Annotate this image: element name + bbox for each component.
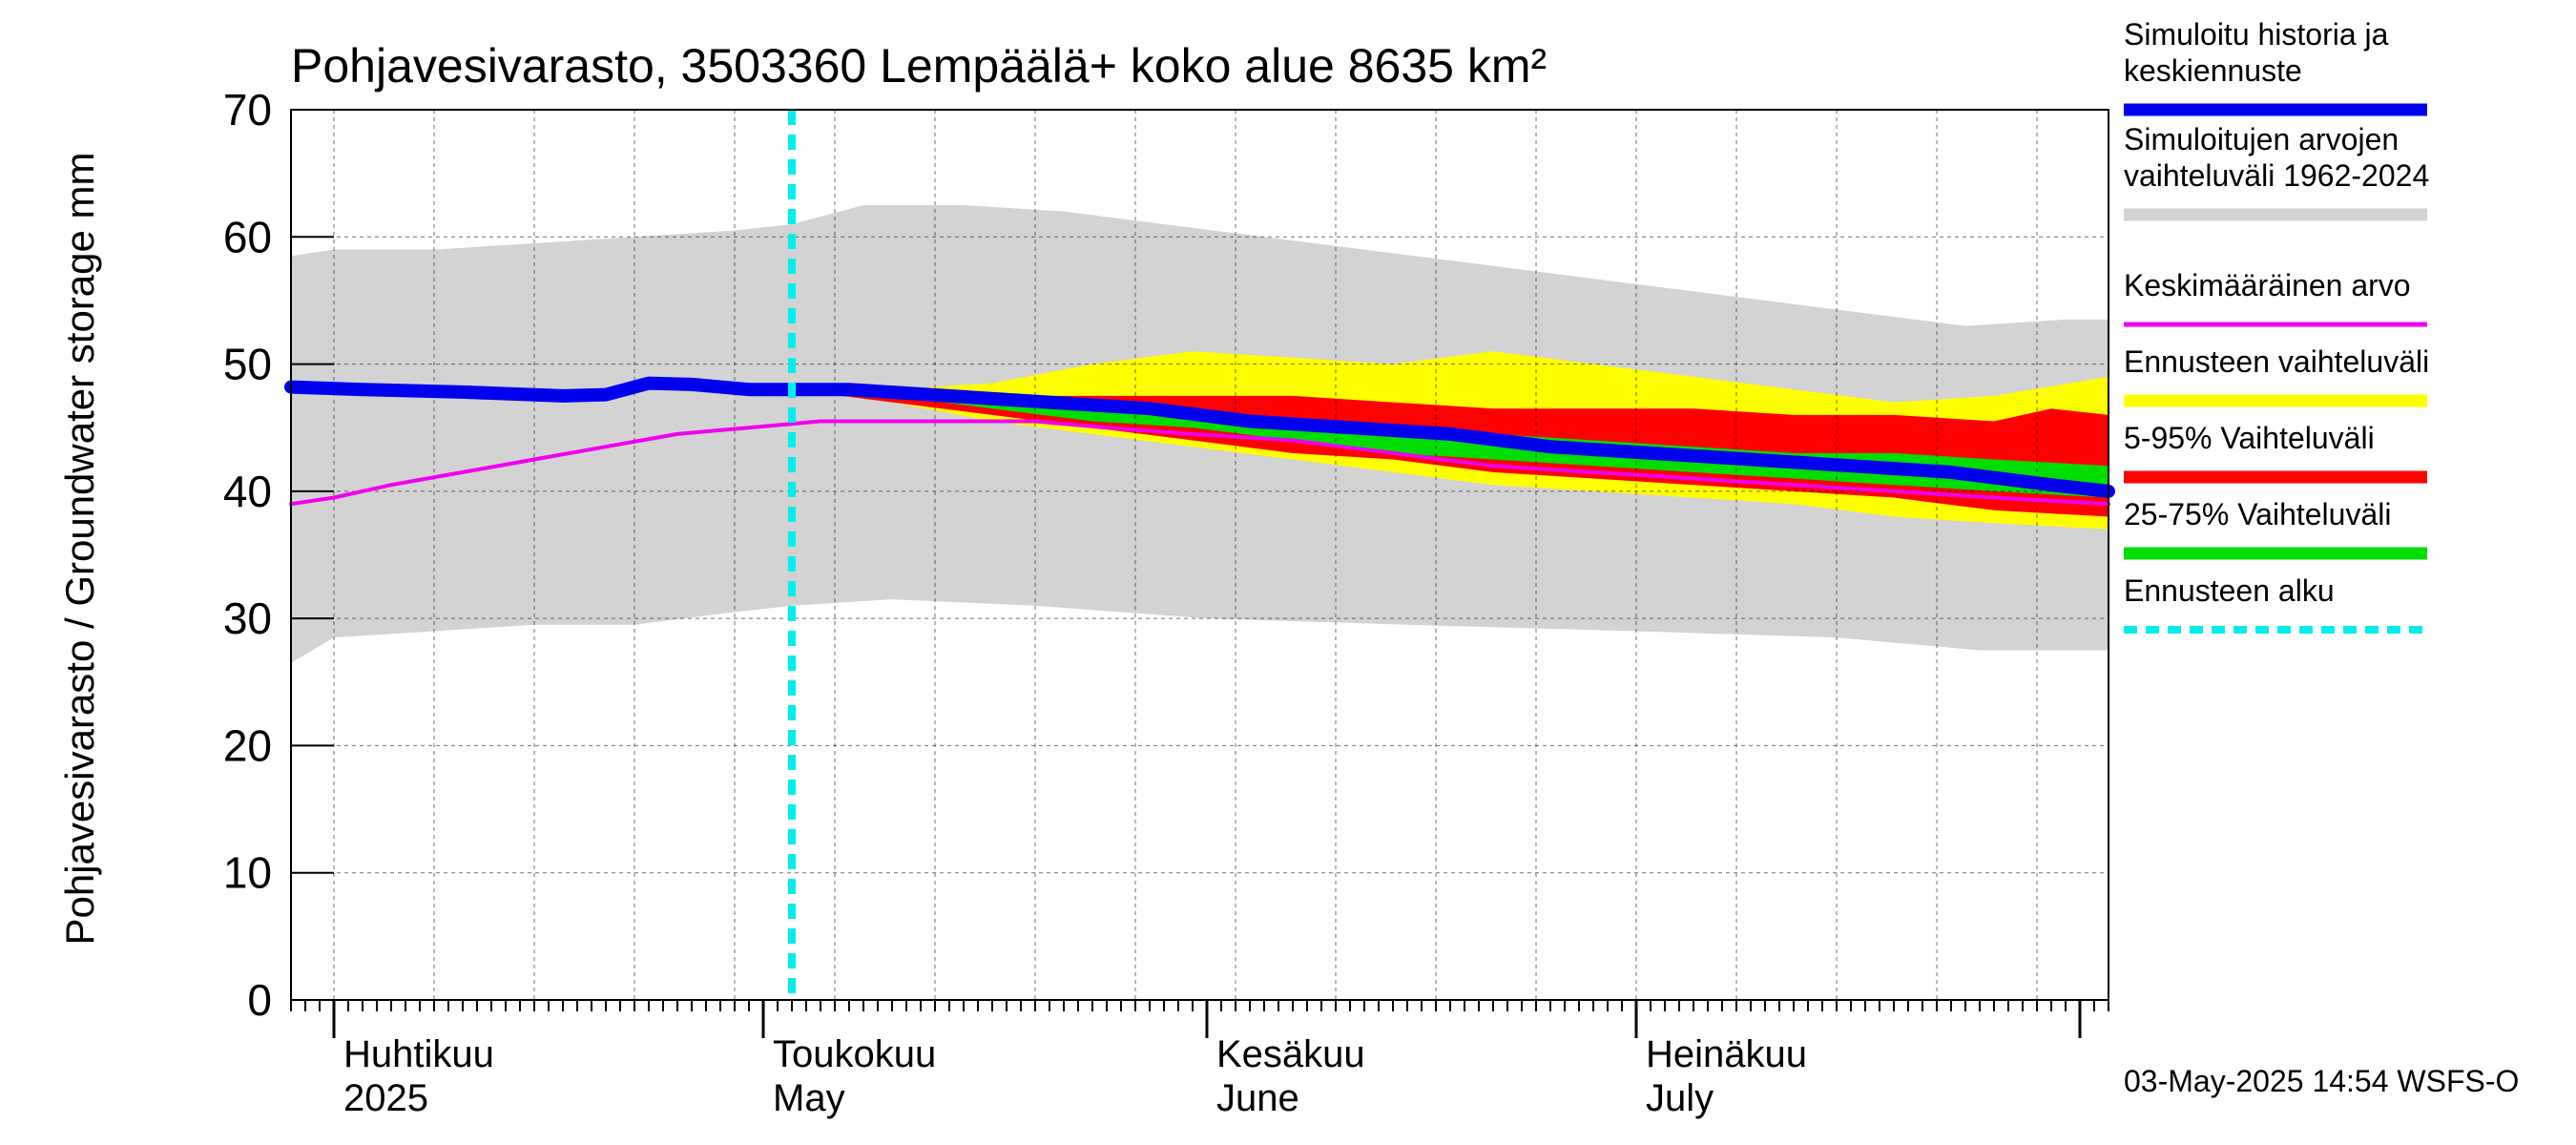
legend-label: Keskimääräinen arvo [2124,268,2411,302]
percentile-25-75-band [792,389,2109,498]
legend-label: Simuloitujen arvojen [2124,122,2399,156]
x-month-label: Toukokuu [773,1033,936,1075]
x-month-label-en: June [1216,1077,1299,1119]
legend-label: Ennusteen alku [2124,573,2335,608]
legend-label: 25-75% Vaihteluväli [2124,497,2391,531]
y-tick-label: 50 [223,340,272,389]
y-tick-label: 20 [223,720,272,770]
y-tick-label: 0 [247,975,272,1025]
y-tick-label: 30 [223,593,272,643]
y-tick-label: 60 [223,212,272,261]
y-tick-label: 70 [223,85,272,135]
legend-label: 5-95% Vaihteluväli [2124,421,2375,455]
data-lines [284,110,2115,1000]
timestamp: 03-May-2025 14:54 WSFS-O [2124,1064,2519,1098]
x-month-label: Huhtikuu [343,1033,494,1075]
chart-title: Pohjavesivarasto, 3503360 Lempäälä+ koko… [291,39,1547,93]
history-forecast-line [284,376,2115,498]
x-month-label: Heinäkuu [1646,1033,1807,1075]
x-month-label-en: July [1646,1077,1714,1119]
y-axis-label: Pohjavesivarasto / Groundwater storage m… [57,152,102,945]
legend-label: Ennusteen vaihteluväli [2124,344,2429,379]
x-month-label-en: May [773,1077,845,1119]
x-month-label: Kesäkuu [1216,1033,1365,1075]
legend-label: vaihteluväli 1962-2024 [2124,158,2429,193]
y-tick-label: 40 [223,467,272,516]
x-month-label-en: 2025 [343,1077,428,1119]
mean-line [289,419,2110,507]
grid-lines [291,110,2109,1000]
plot-frame [290,109,2109,1001]
legend-label: keskiennuste [2124,53,2302,88]
legend-label: Simuloitu historia ja [2124,17,2389,52]
y-tick-label: 10 [223,848,272,898]
